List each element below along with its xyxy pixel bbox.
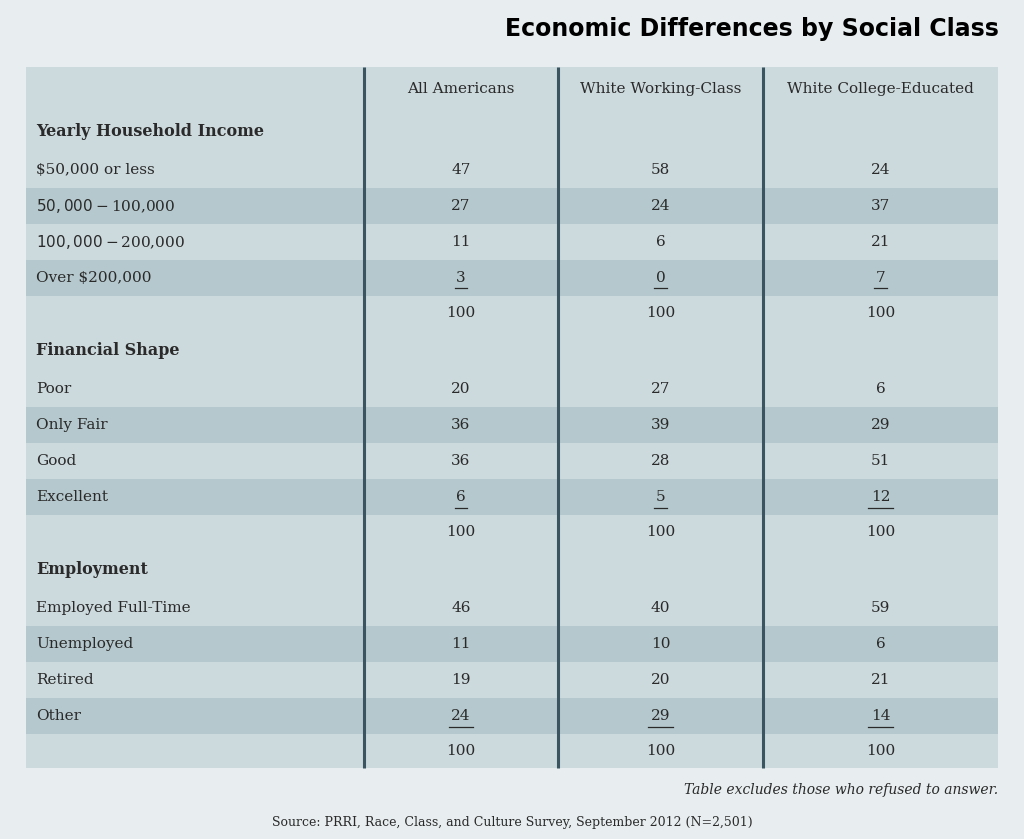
Text: 100: 100 — [866, 525, 895, 539]
Text: 20: 20 — [451, 382, 471, 396]
Text: 36: 36 — [452, 418, 470, 432]
Text: All Americans: All Americans — [408, 82, 514, 96]
Text: 29: 29 — [650, 710, 671, 723]
Text: 14: 14 — [870, 710, 891, 723]
Text: 46: 46 — [451, 602, 471, 615]
Text: Economic Differences by Social Class: Economic Differences by Social Class — [505, 17, 998, 41]
Text: Table excludes those who refused to answer.: Table excludes those who refused to answ… — [684, 784, 998, 797]
Text: Poor: Poor — [36, 382, 71, 396]
Text: 6: 6 — [876, 382, 886, 396]
Text: 3: 3 — [456, 271, 466, 285]
Bar — [26, 111, 998, 152]
Bar — [26, 296, 998, 330]
Text: 6: 6 — [876, 638, 886, 651]
Bar — [26, 479, 998, 515]
Text: Employed Full-Time: Employed Full-Time — [36, 602, 190, 615]
Text: 24: 24 — [451, 710, 471, 723]
Text: Only Fair: Only Fair — [36, 418, 108, 432]
Text: Unemployed: Unemployed — [36, 638, 133, 651]
Text: 11: 11 — [451, 638, 471, 651]
Text: 27: 27 — [651, 382, 670, 396]
Text: 12: 12 — [870, 491, 891, 504]
Text: 21: 21 — [870, 674, 891, 687]
Text: 47: 47 — [452, 163, 470, 177]
Bar — [26, 330, 998, 371]
Bar — [26, 152, 998, 188]
Text: 28: 28 — [651, 454, 670, 468]
Text: 0: 0 — [655, 271, 666, 285]
Text: 21: 21 — [870, 235, 891, 249]
Text: 7: 7 — [876, 271, 886, 285]
Text: 20: 20 — [650, 674, 671, 687]
Bar — [26, 698, 998, 734]
Text: $50,000 or less: $50,000 or less — [36, 163, 155, 177]
Text: 100: 100 — [646, 306, 675, 320]
Bar — [26, 224, 998, 260]
Bar — [26, 407, 998, 443]
Text: 19: 19 — [451, 674, 471, 687]
Text: $50,000-$100,000: $50,000-$100,000 — [36, 197, 175, 215]
Text: Yearly Household Income: Yearly Household Income — [36, 122, 264, 140]
Text: Source: PRRI, Race, Class, and Culture Survey, September 2012 (N=2,501): Source: PRRI, Race, Class, and Culture S… — [271, 816, 753, 829]
Text: Financial Shape: Financial Shape — [36, 341, 179, 359]
Text: 58: 58 — [651, 163, 670, 177]
Text: 100: 100 — [446, 525, 475, 539]
Text: 6: 6 — [456, 491, 466, 504]
Text: Excellent: Excellent — [36, 491, 108, 504]
Text: Other: Other — [36, 710, 81, 723]
Text: White College-Educated: White College-Educated — [787, 82, 974, 96]
Text: Good: Good — [36, 454, 76, 468]
Bar — [26, 626, 998, 662]
Text: 24: 24 — [870, 163, 891, 177]
Bar — [26, 662, 998, 698]
Bar — [26, 549, 998, 590]
Text: White Working-Class: White Working-Class — [580, 82, 741, 96]
Text: 24: 24 — [650, 199, 671, 213]
Text: 51: 51 — [871, 454, 890, 468]
Text: 37: 37 — [871, 199, 890, 213]
Text: 39: 39 — [651, 418, 670, 432]
Text: 36: 36 — [452, 454, 470, 468]
Text: 100: 100 — [446, 744, 475, 758]
Bar — [26, 188, 998, 224]
Text: 100: 100 — [646, 525, 675, 539]
Bar — [26, 260, 998, 296]
Text: 27: 27 — [452, 199, 470, 213]
Bar — [26, 734, 998, 768]
Bar — [26, 590, 998, 626]
Text: Over $200,000: Over $200,000 — [36, 271, 152, 285]
Text: Employment: Employment — [36, 561, 147, 578]
Text: Retired: Retired — [36, 674, 93, 687]
Text: 100: 100 — [446, 306, 475, 320]
Text: 100: 100 — [866, 306, 895, 320]
Bar — [26, 515, 998, 549]
Text: 6: 6 — [655, 235, 666, 249]
Text: $100,000-$200,000: $100,000-$200,000 — [36, 233, 184, 251]
Bar — [26, 67, 998, 111]
Text: 100: 100 — [646, 744, 675, 758]
Text: 10: 10 — [650, 638, 671, 651]
Text: 5: 5 — [655, 491, 666, 504]
Bar — [26, 443, 998, 479]
Text: 100: 100 — [866, 744, 895, 758]
Text: 59: 59 — [871, 602, 890, 615]
Text: 29: 29 — [870, 418, 891, 432]
Text: 11: 11 — [451, 235, 471, 249]
Bar — [26, 371, 998, 407]
Text: 40: 40 — [650, 602, 671, 615]
